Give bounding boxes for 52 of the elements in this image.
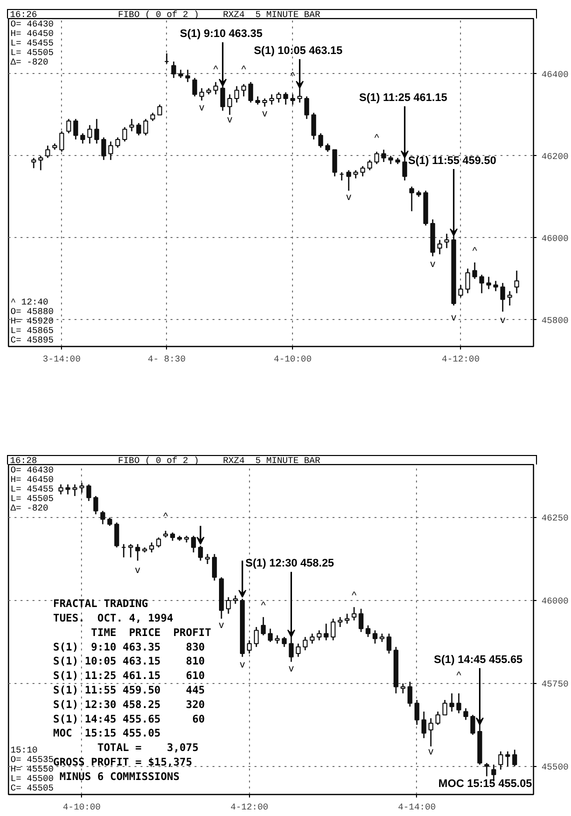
annotation: v: [428, 746, 434, 758]
text: 15:10 O= 45535 H= 45550 L= 45500 C= 45505: [10, 746, 54, 794]
x-tick-label: 4-12:00: [442, 354, 480, 364]
annotation: S(1) 10:05 463.15: [254, 44, 343, 57]
annotation: S(1) 11:25 461.15: [359, 92, 448, 104]
x-tick-label: 3-14:00: [42, 354, 81, 364]
x-tick-label: 4-10:00: [274, 354, 312, 364]
y-tick-label: 46400: [542, 70, 569, 80]
text: FRACTAL TRADING TUES. OCT. 4, 1994 TIME PRICE PROFIT S(1) 9:10 463.35 830 S(1) 10:05 463.15 810 S(1) 11:25 461.15 610 S(1) 11:55 459.50 445 S(1) 12:30 458.25 320 S(1) 14:45 455.65 60 MOC 15:15 455.05 TOTAL = 3,075 GROSS PROFIT = $15,375 MINUS 6 COMMISSIONS: [53, 598, 212, 783]
x-tick-label: 4-10:00: [62, 802, 101, 812]
annotation: ^: [352, 590, 357, 602]
annotation: 16:26: [10, 10, 38, 20]
y-tick-label: 45750: [542, 679, 569, 690]
y-tick-label: 46200: [542, 152, 569, 162]
annotation: ^: [260, 600, 266, 612]
text: 16:28: [10, 456, 38, 466]
chart-subtitle: RXZ4 5 MINUTE BAR: [223, 10, 320, 20]
y-tick-label: 45500: [542, 762, 569, 772]
annotation: S(1) 9:10 463.35: [180, 28, 262, 40]
annotation: S(1) 12:30 458.25: [245, 558, 334, 570]
y-tick-label: 45800: [542, 316, 569, 326]
annotation: ^: [472, 246, 478, 257]
annotation: v: [430, 259, 436, 270]
annotation: v: [451, 312, 456, 324]
chart-subtitle: RXZ4 5 MINUTE BAR: [223, 456, 320, 466]
annotation: v: [262, 108, 268, 120]
annotation: ^: [290, 70, 296, 82]
y-tick-label: 46250: [542, 514, 569, 524]
annotation: v: [227, 114, 232, 126]
annotation: ^: [163, 511, 168, 522]
annotation: S(1) 14:45 455.65: [434, 654, 523, 666]
annotation: O= 46430 H= 46450 L= 45455 L= 45505 Δ= -820: [10, 20, 54, 68]
annotation: ^: [374, 133, 380, 144]
x-tick-label: 4-14:00: [398, 802, 436, 812]
annotation: v: [346, 192, 352, 203]
annotation: v: [199, 102, 204, 114]
annotation: v: [500, 314, 506, 326]
x-tick-label: 4-12:00: [230, 802, 268, 812]
y-tick-label: 46000: [542, 234, 569, 244]
annotation: v: [240, 660, 245, 671]
annotation: ^: [456, 670, 462, 682]
annotation: v: [218, 620, 224, 631]
annotation: ^ 12:40 O= 45880 H= 45920 L= 45865 C= 45895: [10, 298, 54, 346]
annotation: v: [288, 663, 294, 674]
text: O= 46430 H= 46450 L= 45455 L= 45505 Δ= -820: [10, 466, 54, 514]
annotation: v: [135, 565, 140, 576]
annotation: S(1) 11:55 459.50: [408, 154, 496, 167]
annotation: MOC 15:15 455.05: [438, 778, 532, 790]
annotation: ^: [213, 64, 218, 76]
x-tick-label: 4- 8:30: [148, 354, 186, 364]
y-tick-label: 46000: [542, 596, 569, 606]
annotation: ^: [241, 64, 246, 76]
